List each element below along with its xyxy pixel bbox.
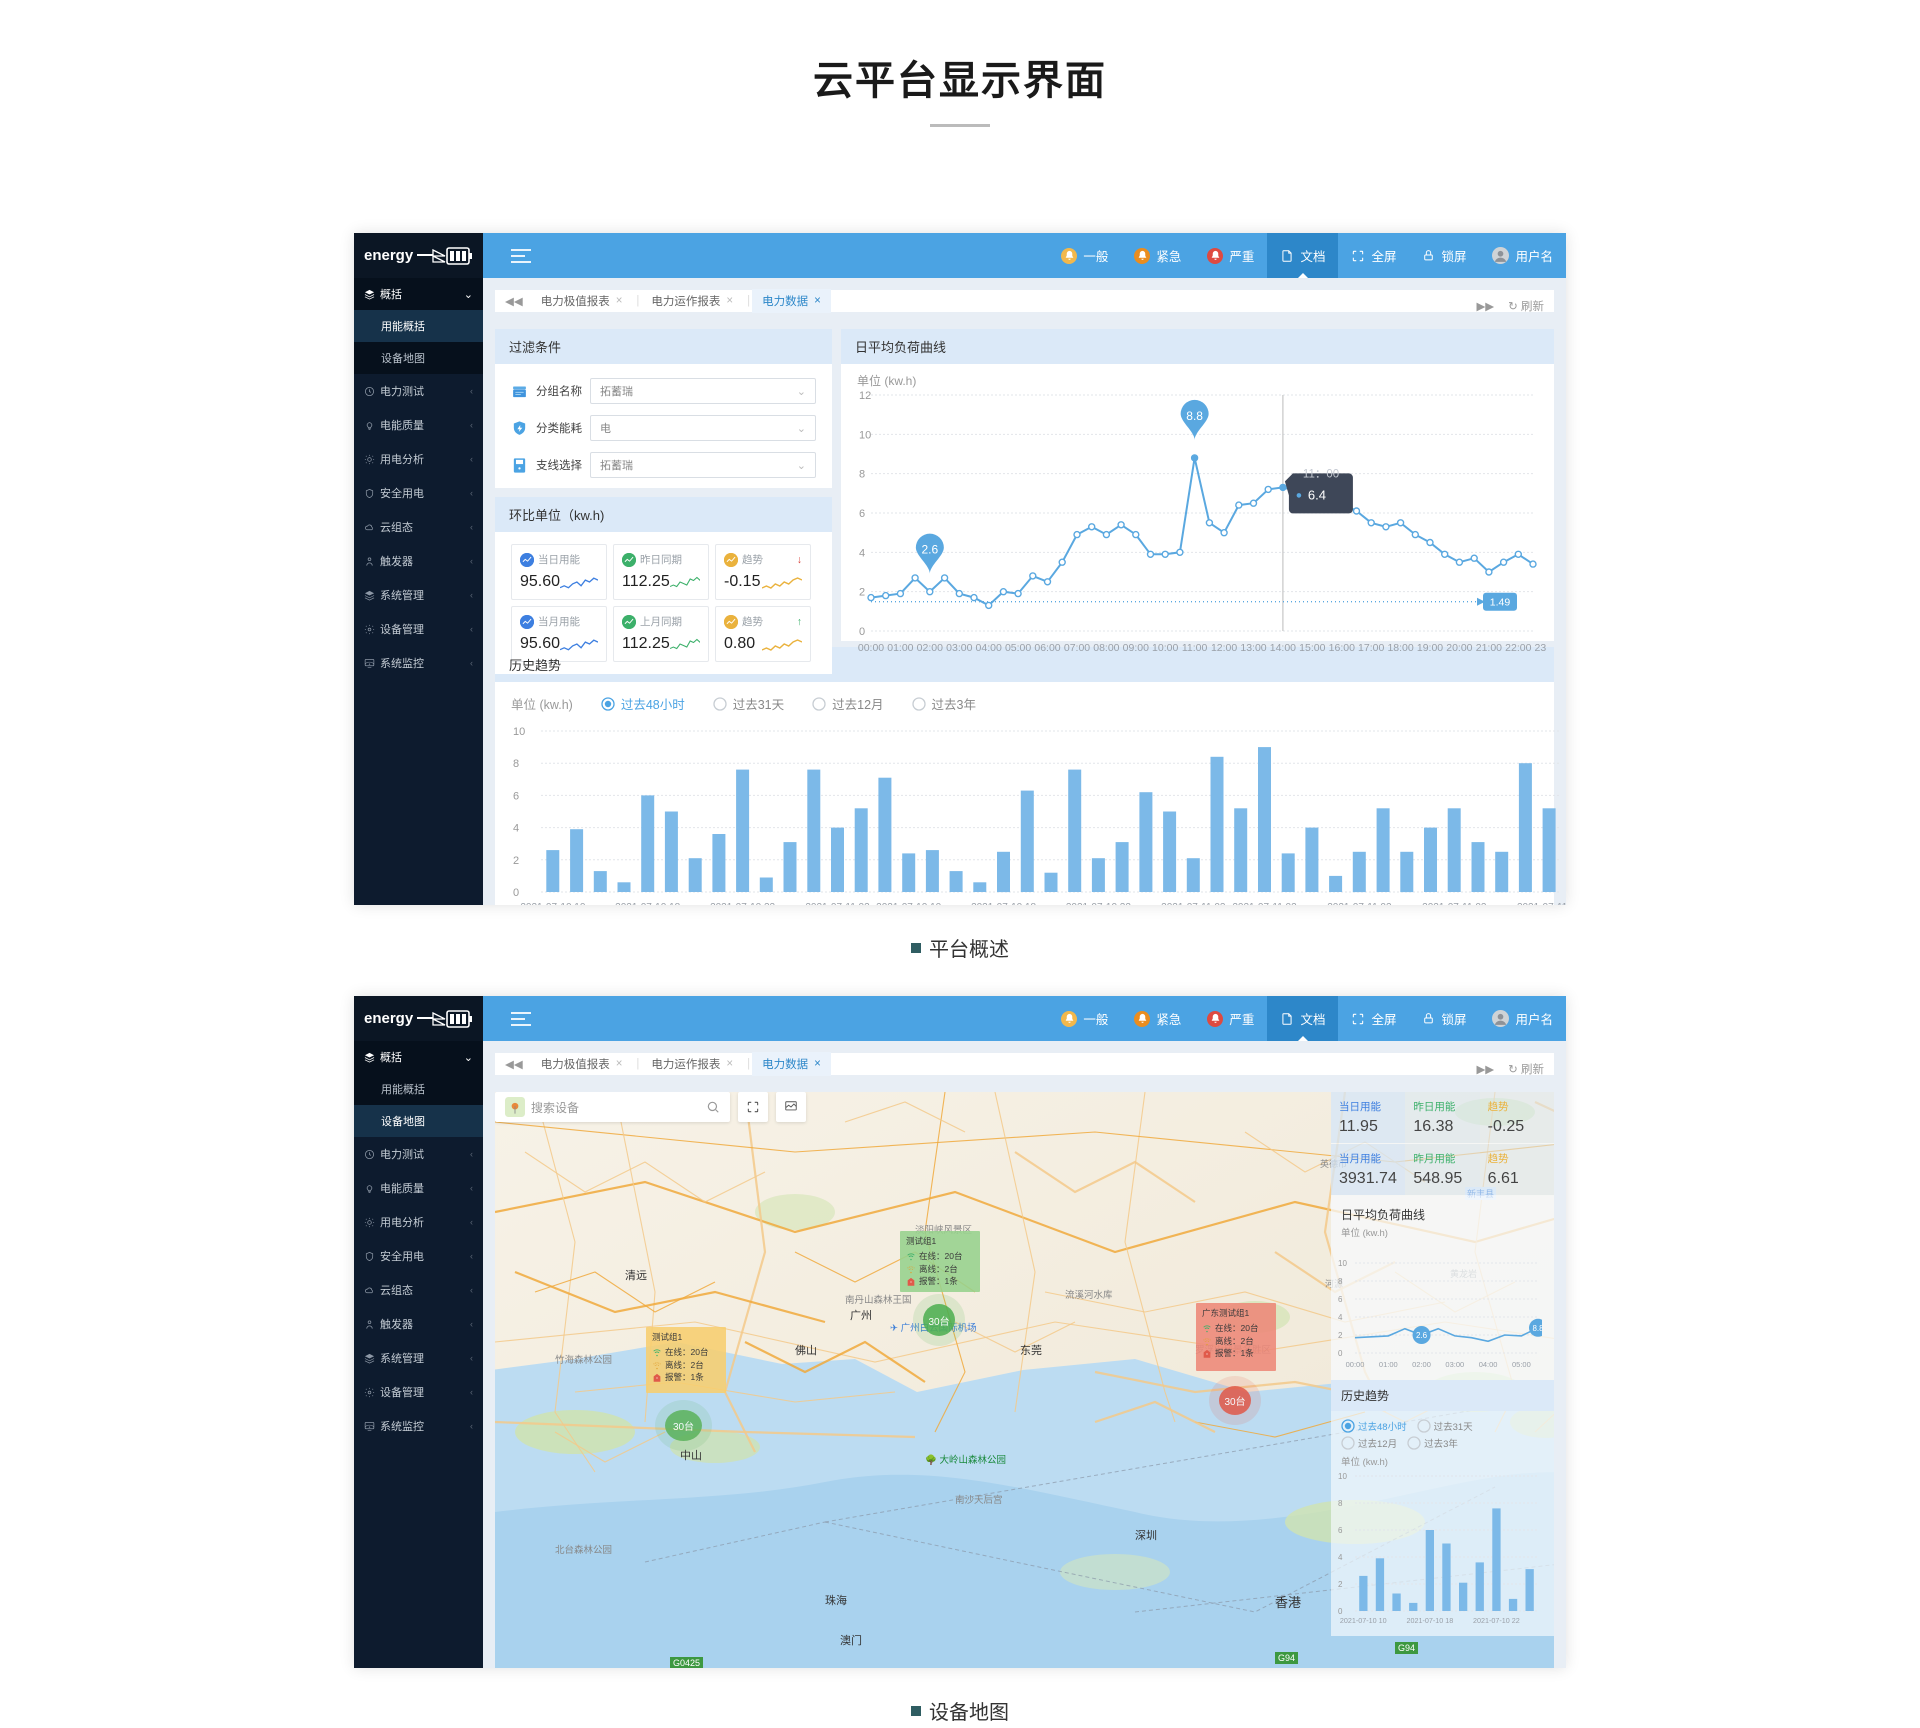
svg-text:2021-07-10 22: 2021-07-10 22	[1473, 1616, 1520, 1625]
svg-text:12: 12	[859, 390, 871, 402]
svg-text:6: 6	[859, 508, 865, 520]
svg-text:2: 2	[1338, 1580, 1343, 1589]
svg-text:07:00: 07:00	[1064, 642, 1090, 654]
svg-text:09:00: 09:00	[1123, 642, 1149, 654]
svg-text:2021-07-10 10: 2021-07-10 10	[1340, 1616, 1387, 1625]
svg-text:4: 4	[513, 823, 519, 835]
svg-text:11：00: 11：00	[1303, 468, 1339, 480]
svg-text:20:00: 20:00	[1446, 642, 1472, 654]
svg-text:8: 8	[513, 758, 519, 770]
svg-text:10: 10	[1338, 1472, 1347, 1481]
svg-text:8.8: 8.8	[1532, 1324, 1542, 1333]
svg-text:18:00: 18:00	[1387, 642, 1413, 654]
svg-text:8: 8	[1338, 1499, 1343, 1508]
svg-text:6.4: 6.4	[1308, 487, 1326, 502]
svg-text:02:00: 02:00	[917, 642, 943, 654]
svg-text:0: 0	[859, 626, 865, 638]
svg-text:8.8: 8.8	[1186, 409, 1203, 423]
svg-text:21:00: 21:00	[1476, 642, 1502, 654]
svg-text:4: 4	[1338, 1313, 1343, 1322]
svg-text:2.6: 2.6	[922, 543, 939, 557]
svg-text:2021-07-10 10: 2021-07-10 10	[520, 902, 585, 905]
svg-text:13:00: 13:00	[1240, 642, 1266, 654]
svg-text:4: 4	[1338, 1553, 1343, 1562]
svg-text:02:00: 02:00	[1412, 1360, 1431, 1369]
svg-text:2021-07-11 02: 2021-07-11 02	[1161, 902, 1226, 905]
svg-text:2021-07-11 02: 2021-07-11 02	[1517, 902, 1566, 905]
svg-text:2021-07-11 02: 2021-07-11 02	[805, 902, 870, 905]
svg-text:14:00: 14:00	[1270, 642, 1296, 654]
svg-text:01:00: 01:00	[887, 642, 913, 654]
svg-text:2021-07-10 22: 2021-07-10 22	[710, 902, 775, 905]
svg-text:16:00: 16:00	[1329, 642, 1355, 654]
svg-text:03:00: 03:00	[946, 642, 972, 654]
svg-text:17:00: 17:00	[1358, 642, 1384, 654]
svg-text:06:00: 06:00	[1034, 642, 1060, 654]
svg-text:03:00: 03:00	[1445, 1360, 1464, 1369]
svg-text:8: 8	[859, 469, 865, 481]
svg-text:6: 6	[1338, 1295, 1343, 1304]
svg-text:08:00: 08:00	[1093, 642, 1119, 654]
svg-text:0: 0	[1338, 1349, 1343, 1358]
svg-text:4: 4	[859, 547, 865, 559]
svg-text:1.49: 1.49	[1490, 597, 1511, 609]
svg-text:11:00: 11:00	[1182, 642, 1208, 654]
svg-text:10: 10	[513, 726, 525, 738]
svg-text:2: 2	[513, 855, 519, 867]
svg-text:00:00: 00:00	[858, 642, 884, 654]
svg-text:2021-07-10 22: 2021-07-10 22	[1066, 902, 1131, 905]
svg-text:19:00: 19:00	[1417, 642, 1443, 654]
svg-text:2021-07-11 02: 2021-07-11 02	[1327, 902, 1392, 905]
svg-text:04:00: 04:00	[1479, 1360, 1498, 1369]
svg-text:2021-07-10 18: 2021-07-10 18	[1407, 1616, 1454, 1625]
svg-text:2021-07-10 18: 2021-07-10 18	[971, 902, 1036, 905]
svg-text:22:00: 22:00	[1505, 642, 1531, 654]
svg-text:8: 8	[1338, 1277, 1343, 1286]
svg-text:2: 2	[1338, 1331, 1343, 1340]
svg-text:2.6: 2.6	[1416, 1331, 1428, 1340]
svg-text:12:00: 12:00	[1211, 642, 1237, 654]
svg-text:05:00: 05:00	[1512, 1360, 1531, 1369]
svg-text:05:00: 05:00	[1005, 642, 1031, 654]
svg-text:0: 0	[1338, 1607, 1343, 1616]
svg-text:2: 2	[859, 587, 865, 599]
svg-text:2021-07-11 02: 2021-07-11 02	[1422, 902, 1487, 905]
svg-text:2021-07-10 18: 2021-07-10 18	[615, 902, 680, 905]
svg-text:10:00: 10:00	[1152, 642, 1178, 654]
svg-text:2021-07-11 02: 2021-07-11 02	[1232, 902, 1297, 905]
svg-text:2021-07-10 10: 2021-07-10 10	[876, 902, 941, 905]
svg-text:10: 10	[1338, 1259, 1347, 1268]
svg-text:15:00: 15:00	[1299, 642, 1325, 654]
svg-text:04:00: 04:00	[976, 642, 1002, 654]
svg-text:23:00: 23:00	[1535, 642, 1547, 654]
svg-text:01:00: 01:00	[1379, 1360, 1398, 1369]
svg-text:0: 0	[513, 887, 519, 899]
svg-text:10: 10	[859, 429, 871, 441]
svg-text:00:00: 00:00	[1346, 1360, 1365, 1369]
svg-text:6: 6	[513, 790, 519, 802]
svg-text:6: 6	[1338, 1526, 1343, 1535]
